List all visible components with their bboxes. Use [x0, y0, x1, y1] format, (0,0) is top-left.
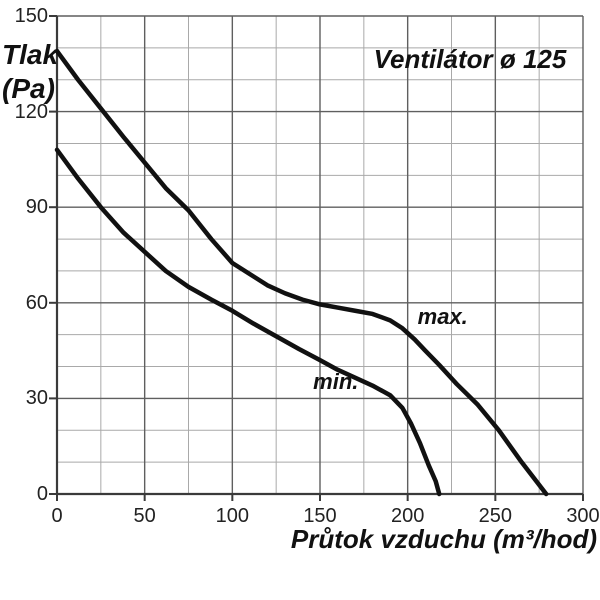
y-axis-title: Tlak (Pa) — [2, 38, 58, 106]
y-tick-label: 120 — [14, 100, 48, 123]
x-tick-label: 250 — [478, 505, 513, 527]
y-tick-label: 60 — [25, 291, 48, 314]
x-tick-label: 0 — [51, 505, 63, 527]
y-tick-label: 90 — [25, 196, 48, 219]
x-axis-title: Průtok vzduchu (m³/hod) — [290, 524, 598, 554]
chart-title: Ventilátor ø 125 — [373, 44, 567, 74]
max-curve-label: max. — [417, 304, 468, 330]
y-axis-title-line1: Tlak — [2, 39, 59, 70]
min-curve-label: min. — [313, 369, 359, 395]
y-tick-label: 30 — [25, 387, 48, 410]
y-axis-title-line2: (Pa) — [2, 73, 55, 104]
y-tick-label: 0 — [36, 483, 48, 505]
x-tick-label: 100 — [215, 505, 250, 527]
max-curve — [54, 48, 549, 497]
y-tick-label: 150 — [14, 5, 48, 27]
x-tick-label: 50 — [133, 505, 156, 527]
min-curve — [54, 147, 442, 497]
x-tick-label: 300 — [566, 505, 600, 527]
x-tick-label: 200 — [390, 505, 425, 527]
x-tick-label: 150 — [303, 505, 337, 527]
